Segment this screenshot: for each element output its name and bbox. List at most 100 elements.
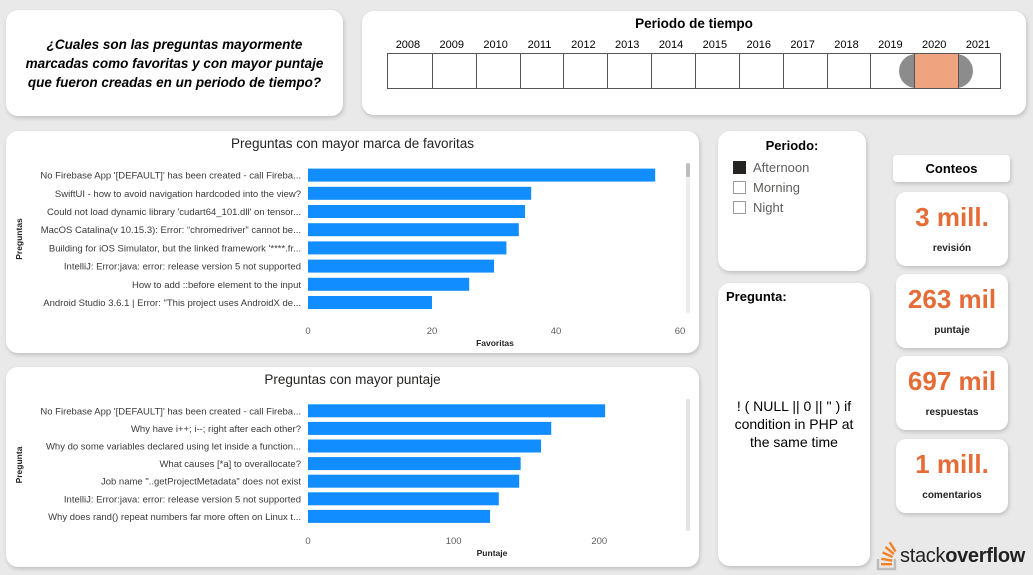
timeline-tick xyxy=(870,54,872,88)
kpi-value-comentarios: 1 mill. xyxy=(915,449,989,479)
category-label: Android Studio 3.6.1 | Error: "This proj… xyxy=(43,298,301,309)
timeline-tick xyxy=(651,54,653,88)
bar[interactable] xyxy=(308,296,432,309)
legend-label-night: Night xyxy=(753,200,784,215)
bar[interactable] xyxy=(308,439,542,453)
x-tick-label: 200 xyxy=(591,536,607,547)
year-label-2009: 2009 xyxy=(439,39,465,51)
x-axis-title: Puntaje xyxy=(477,548,508,558)
category-label: SwiftUI - how to avoid navigation hardco… xyxy=(55,189,301,200)
bar[interactable] xyxy=(308,421,552,435)
bar[interactable] xyxy=(308,223,519,237)
kpi-label-puntaje: puntaje xyxy=(934,325,970,336)
kpi-value-puntaje: 263 mil xyxy=(907,284,997,314)
legend-label-morning: Morning xyxy=(753,180,800,195)
bar[interactable] xyxy=(308,186,532,200)
kpi-card-respuestas: 697 mil respuestas xyxy=(896,356,1008,430)
year-label-2010: 2010 xyxy=(483,39,508,51)
bar[interactable] xyxy=(308,457,521,471)
year-labels: 2008 2009 2010 2011 2012 2013 2014 2015 2016 2017… xyxy=(386,39,1000,53)
y-axis-title: Pregunta xyxy=(14,446,24,483)
category-label: How to add ::before element to the input xyxy=(132,280,301,291)
legend-item-afternoon[interactable]: Afternoon xyxy=(733,160,809,175)
timeline-slicer[interactable] xyxy=(387,53,1001,89)
year-label-2018: 2018 xyxy=(834,39,859,51)
score-scroll-thumb[interactable] xyxy=(686,399,690,531)
score-chart: No Firebase App '[DEFAULT]' has been cre… xyxy=(14,404,607,558)
question-text: ¿Cuales son las preguntas mayormente mar… xyxy=(25,36,324,90)
legend-item-night[interactable]: Night xyxy=(733,200,783,215)
favorites-scrollbar[interactable] xyxy=(686,163,690,313)
year-label-2016: 2016 xyxy=(746,39,772,51)
stackoverflow-logo-icon xyxy=(876,541,897,571)
pregunta-card: Pregunta: ! ( NULL || 0 || '' ) if condi… xyxy=(718,283,870,566)
year-label-2011: 2011 xyxy=(527,39,552,51)
conteos-header: Conteos xyxy=(893,155,1010,182)
pregunta-title: Pregunta: xyxy=(726,289,787,304)
kpi-value-respuestas: 697 mil xyxy=(907,366,997,396)
year-label-2014: 2014 xyxy=(658,39,684,51)
timeline-tick xyxy=(958,54,960,88)
legend-item-morning[interactable]: Morning xyxy=(733,180,800,195)
bar[interactable] xyxy=(308,205,525,218)
category-label: No Firebase App '[DEFAULT]' has been cre… xyxy=(40,171,301,182)
score-scrollbar[interactable] xyxy=(686,399,690,531)
x-tick-label: 0 xyxy=(305,536,310,547)
favorites-chart: No Firebase App '[DEFAULT]' has been cre… xyxy=(14,168,685,348)
category-label: What causes [*a] to overallocate? xyxy=(159,459,301,470)
category-label: IntelliJ: Error:java: error: release ver… xyxy=(64,262,301,273)
bar[interactable] xyxy=(308,474,520,488)
checkbox-afternoon[interactable] xyxy=(733,161,746,174)
favorites-chart-title: Preguntas con mayor marca de favoritas xyxy=(230,136,475,151)
bar[interactable] xyxy=(308,492,499,506)
timeline-tick xyxy=(563,54,565,88)
bar[interactable] xyxy=(308,277,470,291)
kpi-label-revision: revisión xyxy=(932,243,972,254)
category-label: No Firebase App '[DEFAULT]' has been cre… xyxy=(40,406,301,417)
year-label-2015: 2015 xyxy=(702,39,728,51)
x-tick-label: 100 xyxy=(446,536,462,547)
category-label: Why have i++; i--; right after each othe… xyxy=(131,424,301,435)
legend-title: Periodo: xyxy=(765,138,819,153)
period-slicer: Periodo de tiempo 2008 2009 2010 2011 2012 20… xyxy=(362,11,1026,115)
bar[interactable] xyxy=(308,509,491,523)
checkbox-night[interactable] xyxy=(733,201,746,214)
question-card: ¿Cuales son las preguntas mayormente mar… xyxy=(6,10,343,116)
year-label-2019: 2019 xyxy=(878,39,903,51)
timeline-tick xyxy=(826,54,828,88)
x-tick-label: 40 xyxy=(551,326,562,337)
bar[interactable] xyxy=(308,259,494,273)
category-label: Building for iOS Simulator, but the link… xyxy=(49,243,301,254)
bar[interactable] xyxy=(308,168,656,182)
category-label: IntelliJ: Error:java: error: release ver… xyxy=(64,494,301,505)
timeline-tick xyxy=(738,54,740,88)
timeline-tick xyxy=(475,54,477,88)
logo-word-stack: stack xyxy=(900,544,946,567)
timeline-tick xyxy=(782,54,784,88)
year-label-2013: 2013 xyxy=(614,39,640,51)
score-chart-card: Preguntas con mayor puntaje No Firebase … xyxy=(6,367,699,567)
bar[interactable] xyxy=(308,241,507,255)
category-label: Job name "..getProjectMetadata" does not… xyxy=(101,477,301,488)
category-label: MacOS Catalina(v 10.15.3): Error: “chrom… xyxy=(41,225,301,236)
score-chart-title: Preguntas con mayor puntaje xyxy=(264,372,441,387)
timeline-tick xyxy=(914,54,916,88)
bar[interactable] xyxy=(308,404,606,418)
x-tick-label: 0 xyxy=(305,326,310,337)
legend-label-afternoon: Afternoon xyxy=(753,160,810,175)
kpi-card-puntaje: 263 mil puntaje xyxy=(896,274,1008,348)
year-label-2012: 2012 xyxy=(571,39,596,51)
favorites-scroll-thumb[interactable] xyxy=(686,163,690,177)
x-tick-label: 20 xyxy=(427,326,438,337)
kpi-card-revision: 3 mill. revisión xyxy=(896,192,1008,266)
pregunta-text: ! ( NULL || 0 || '' ) if condition in PH… xyxy=(734,398,854,450)
checkbox-morning[interactable] xyxy=(733,181,746,194)
timeline-tick xyxy=(519,54,521,88)
year-label-2021: 2021 xyxy=(965,39,991,51)
range-selection[interactable] xyxy=(914,54,959,88)
timeline-tick xyxy=(607,54,609,88)
kpi-value-revision: 3 mill. xyxy=(915,202,989,232)
logo-word-overflow: overflow xyxy=(945,544,1026,567)
year-label-2020: 2020 xyxy=(921,39,947,51)
kpi-card-comentarios: 1 mill. comentarios xyxy=(896,439,1008,513)
